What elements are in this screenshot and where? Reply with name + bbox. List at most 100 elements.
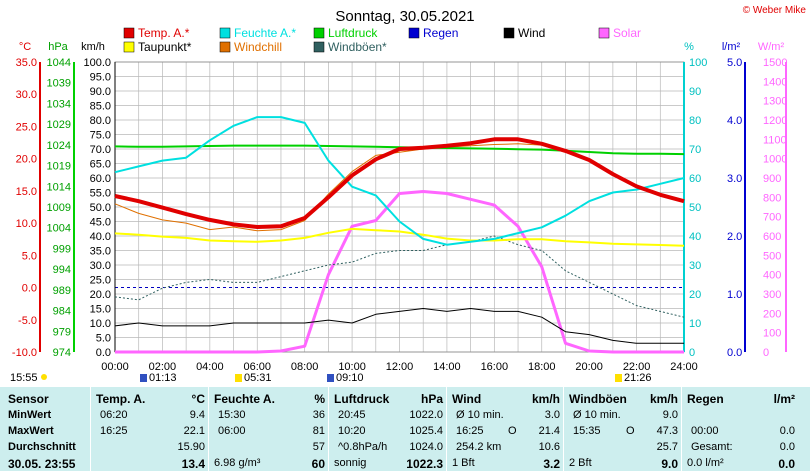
rain-tick-label: 1.0: [727, 289, 742, 301]
legend-label: Solar: [613, 26, 641, 40]
col_gust-unit: km/h: [649, 392, 678, 406]
col_rain-title: Regen: [687, 392, 724, 406]
humidity-tick-label: 40: [689, 231, 701, 243]
moonset-time: 09:10: [336, 372, 364, 384]
pressure-tick-label: 1029: [47, 119, 71, 131]
wind-tick-label: 30.0: [90, 260, 111, 272]
temp-tick-label: 35.0: [16, 57, 37, 69]
col_wind-value: 10.6: [538, 441, 560, 453]
solar-tick-label: 0: [763, 347, 769, 359]
wind-tick-label: 55.0: [90, 188, 111, 200]
col_press-value: 1022.0: [409, 409, 443, 421]
moonset-icon: [327, 374, 334, 382]
last-update-label: 15:55: [10, 372, 38, 384]
col_rain-unit: l/m²: [773, 392, 795, 406]
time-tick-label: 22:00: [623, 361, 651, 373]
solar-tick-label: 1100: [763, 134, 787, 146]
wind-tick-label: 0.0: [96, 347, 111, 359]
col_press-value: 1025.4: [409, 425, 443, 437]
pressure-tick-label: 1044: [47, 57, 71, 69]
col_press-value: 1022.3: [406, 457, 443, 471]
series-line-tempa: [114, 137, 685, 229]
sensor-row-label: 30.05. 23:55: [8, 457, 76, 471]
col_hum-value: 60: [311, 457, 325, 471]
series-line-windchill: [114, 143, 566, 232]
legend-swatch: [503, 27, 515, 39]
col_press-time: 10:20: [338, 425, 366, 437]
sensor-row-label: MinWert: [8, 409, 52, 421]
col_wind-time: 16:25: [456, 425, 484, 437]
wind-tick-label: 100.0: [83, 57, 111, 69]
temp-unit: °C: [19, 41, 31, 53]
col_temp-unit: °C: [191, 392, 205, 406]
wind-tick-label: 70.0: [90, 144, 111, 156]
moonrise-time: 01:13: [149, 372, 177, 384]
col_gust-direction: O: [626, 425, 635, 437]
col_rain-time: 00:00: [691, 425, 719, 437]
grid: [39, 61, 787, 353]
col_wind-time: Ø 10 min.: [456, 409, 504, 421]
legend-label: Taupunkt*: [138, 40, 192, 54]
legend-label: Windböen*: [328, 40, 387, 54]
col_hum-title: Feuchte A.: [214, 392, 275, 406]
col_wind-unit: km/h: [531, 392, 560, 406]
time-tick-label: 00:00: [101, 361, 129, 373]
col_gust-value: 25.7: [656, 441, 678, 453]
humidity-unit: %: [684, 41, 694, 53]
legend-swatch: [598, 27, 610, 39]
sensor-header: Sensor: [8, 392, 49, 406]
col_gust-title: Windböen: [569, 392, 627, 406]
sunset-icon: [615, 374, 622, 382]
col_press-time: 20:45: [338, 409, 366, 421]
humidity-tick-label: 30: [689, 260, 701, 272]
pressure-unit: hPa: [48, 41, 68, 53]
pressure-tick-label: 994: [53, 264, 71, 276]
time-tick-label: 16:00: [481, 361, 509, 373]
time-tick-label: 02:00: [149, 361, 177, 373]
humidity-tick-label: 50: [689, 202, 701, 214]
col_press-title: Luftdruck: [334, 392, 390, 406]
pressure-tick-label: 999: [53, 243, 71, 255]
col_rain-time: Gesamt:: [691, 441, 733, 453]
col_wind-value: 3.2: [543, 457, 560, 471]
legend-swatch: [123, 27, 135, 39]
col_temp-value: 15.90: [177, 441, 205, 453]
humidity-tick-label: 0: [689, 347, 695, 359]
rain-tick-label: 3.0: [727, 173, 742, 185]
col_temp-time: 06:20: [100, 409, 128, 421]
weather-chart: Sonntag, 30.05.2021 © Weber Mike Temp. A…: [10, 5, 807, 384]
col_hum-value: 81: [312, 425, 325, 437]
pressure-tick-label: 1024: [47, 140, 71, 152]
col_hum-unit: %: [314, 392, 325, 406]
sensor-row-label: Durchschnitt: [8, 441, 76, 453]
col_press-unit: hPa: [420, 392, 443, 406]
solar-tick-label: 200: [763, 308, 781, 320]
pressure-tick-label: 1039: [47, 78, 71, 90]
wind-tick-label: 45.0: [90, 217, 111, 229]
column-separator: [328, 387, 329, 471]
col_hum-value: 57: [312, 441, 325, 453]
solar-tick-label: 1300: [763, 96, 787, 108]
legend-label: Regen: [423, 26, 458, 40]
col_rain-time: 0.0 l/m²: [687, 457, 724, 469]
pressure-tick-label: 1004: [47, 223, 71, 235]
humidity-tick-label: 10: [689, 318, 701, 330]
column-separator: [208, 387, 209, 471]
wind-tick-label: 75.0: [90, 130, 111, 142]
solar-tick-label: 1400: [763, 76, 787, 88]
solar-tick-label: 100: [763, 328, 781, 340]
solar-tick-label: 400: [763, 270, 781, 282]
rain-unit: l/m²: [722, 41, 741, 53]
rain-tick-label: 4.0: [727, 115, 742, 127]
legend-swatch: [313, 27, 325, 39]
col_wind-time: 254.2 km: [456, 441, 502, 453]
credit-label: © Weber Mike: [743, 5, 807, 16]
temp-tick-label: 0.0: [22, 283, 37, 295]
pressure-tick-label: 974: [53, 347, 71, 359]
col_hum-time: 6.98 g/m³: [214, 457, 261, 469]
col_temp-value: 22.1: [183, 425, 205, 437]
wind-tick-label: 50.0: [90, 202, 111, 214]
column-separator: [446, 387, 447, 471]
humidity-tick-label: 80: [689, 115, 701, 127]
series-line-wind: [114, 308, 684, 344]
